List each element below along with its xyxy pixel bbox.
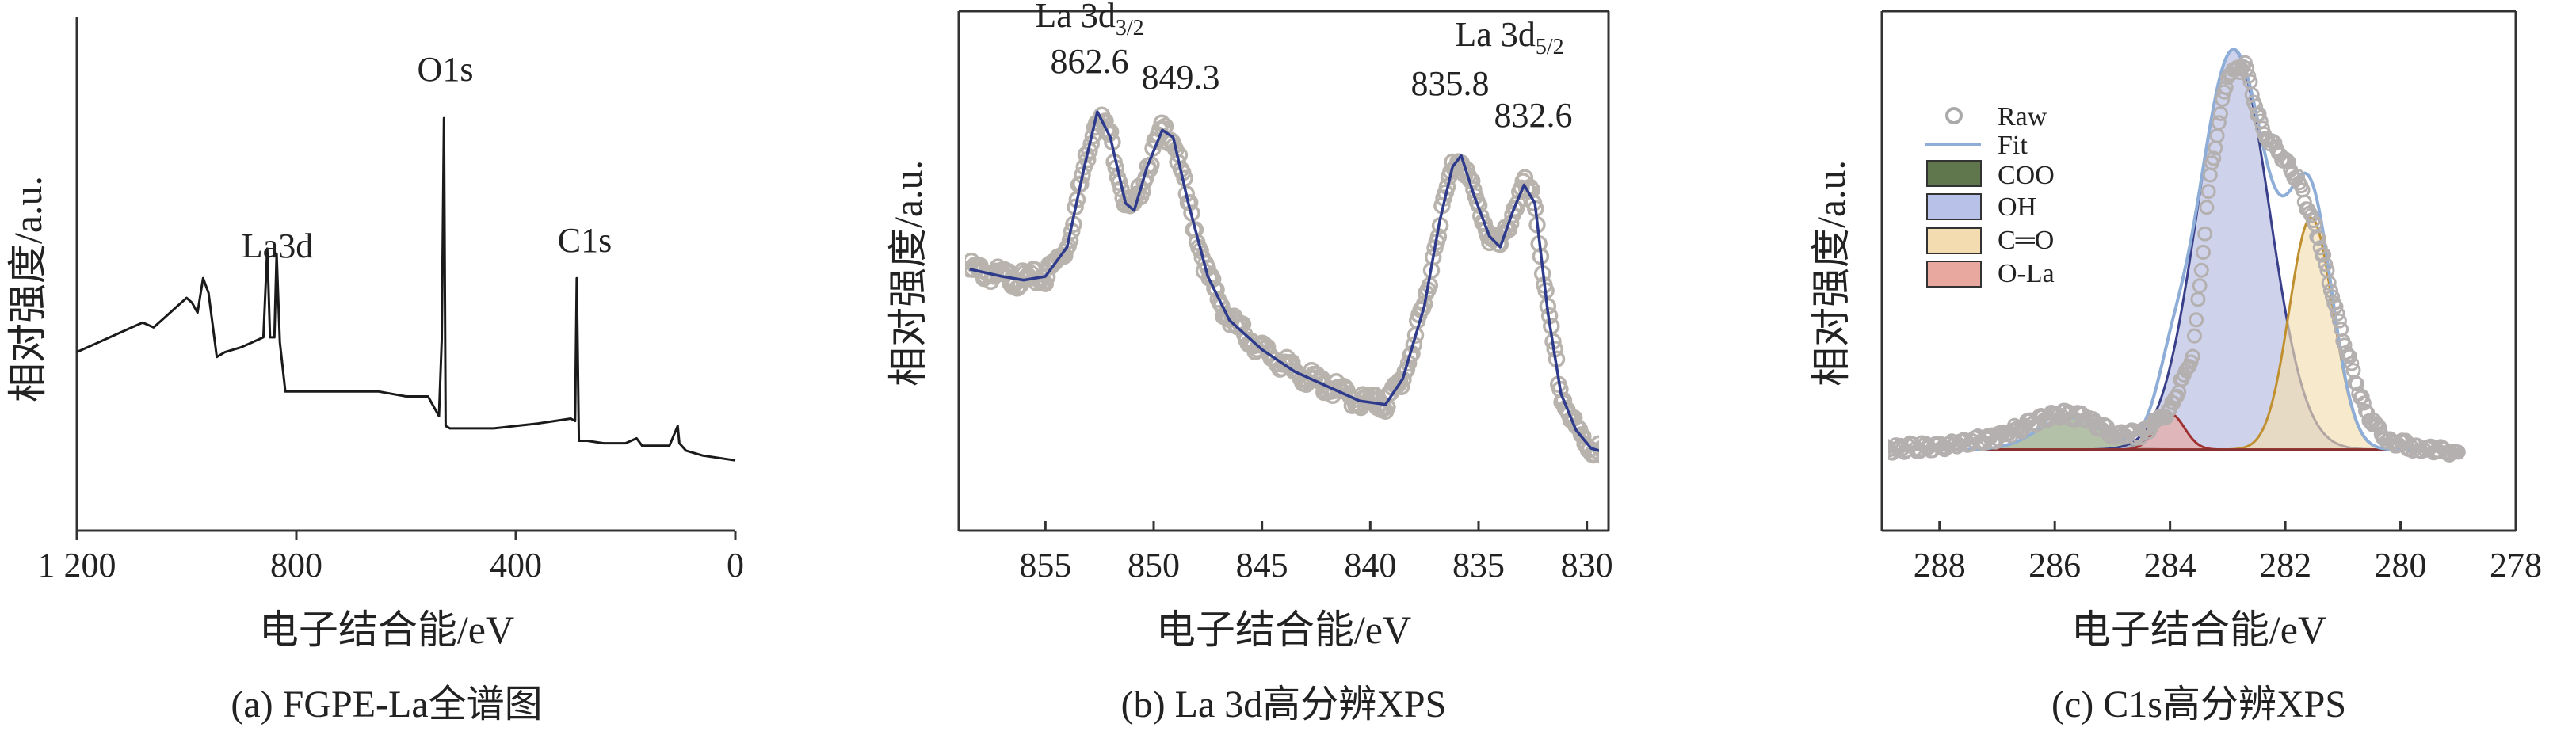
raw-point-c <box>2248 98 2264 114</box>
raw-point-c <box>2349 376 2364 392</box>
raw-point-c <box>2189 312 2204 328</box>
raw-point-c <box>2290 168 2305 184</box>
raw-point-c <box>2211 115 2227 131</box>
a-xtick-label: 800 <box>270 546 322 585</box>
annotation-la3d32: La 3d3/2 <box>1035 0 1143 40</box>
b-xtick-label: 830 <box>1561 546 1613 585</box>
panel-b: 855 850 845 840 835 830 La 3d3/2 862.6 849.3 … <box>886 0 1613 725</box>
legend-c: Raw Fit COO OH C═O O-La <box>1925 102 2055 288</box>
a-xtick-label: 0 <box>727 546 744 585</box>
b-xtick-label: 855 <box>1019 546 1071 585</box>
legend-co-swatch <box>1926 227 1982 254</box>
raw-point-c <box>2321 275 2337 291</box>
legend-raw-marker <box>1945 107 1963 124</box>
b-xtick-label: 835 <box>1452 546 1505 585</box>
raw-point-c <box>2318 257 2334 272</box>
legend-fit-label: Fit <box>1998 131 2028 160</box>
raw-point-c <box>2199 200 2215 215</box>
raw-point-c <box>2158 409 2174 425</box>
raw-point-c <box>2206 150 2222 166</box>
raw-point-c <box>2328 299 2344 314</box>
a-xtick-label: 400 <box>490 546 542 585</box>
fit-line-c <box>1888 48 2459 451</box>
raw-point-c <box>2316 247 2332 263</box>
raw-point-c <box>2193 262 2209 278</box>
raw-point-c <box>2213 105 2228 121</box>
raw-point-c <box>2330 306 2345 322</box>
raw-point-c <box>2325 289 2341 305</box>
annotation-o1s: O1s <box>418 50 474 89</box>
raw-point-c <box>2192 278 2208 294</box>
raw-point-c <box>2331 313 2347 329</box>
ylabel-a: 相对强度/a.u. <box>6 176 50 402</box>
legend-oh-swatch <box>1926 193 1982 220</box>
raw-point-c <box>2356 395 2372 411</box>
annotation-835-8: 835.8 <box>1411 64 1490 103</box>
legend-coo-swatch <box>1926 160 1982 187</box>
raw-point-c <box>2312 240 2328 256</box>
raw-point-c <box>2450 444 2466 460</box>
raw-point-c <box>2196 245 2211 260</box>
xlabel-a: 电子结合能/eV <box>259 607 514 652</box>
annotation-la3d: La3d <box>242 227 313 265</box>
xlabel-b: 电子结合能/eV <box>1156 607 1411 652</box>
raw-point-c <box>2197 226 2213 242</box>
legend-ola-label: O-La <box>1998 259 2055 288</box>
raw-point-c <box>1888 442 1891 455</box>
legend-ola-swatch <box>1926 261 1982 288</box>
raw-point-c <box>2344 356 2360 371</box>
raw-point-c <box>2311 230 2326 246</box>
b-xtick-label: 845 <box>1236 546 1288 585</box>
raw-point-c <box>2342 348 2358 364</box>
caption-c: (c) C1s高分辨XPS <box>2051 684 2346 725</box>
ylabel-c: 相对强度/a.u. <box>1809 160 1853 387</box>
raw-point-c <box>2251 106 2267 122</box>
raw-point-c <box>2361 413 2377 428</box>
b-xtick-label: 840 <box>1344 546 1396 585</box>
raw-point-c <box>2279 153 2295 168</box>
c-xtick-label: 282 <box>2259 546 2311 585</box>
spectrum-a-line <box>76 116 736 462</box>
raw-point-c <box>2340 347 2356 363</box>
raw-point-c <box>2200 184 2216 200</box>
c-xtick-label: 280 <box>2375 546 2427 585</box>
annotation-862-6: 862.6 <box>1051 42 1129 81</box>
c-xtick-label: 286 <box>2028 546 2081 585</box>
b-xtick-label: 850 <box>1128 546 1180 585</box>
annotation-la3d52: La 3d5/2 <box>1455 15 1563 59</box>
legend-oh-label: OH <box>1998 192 2036 222</box>
raw-point-b <box>1402 347 1419 364</box>
raw-point-c <box>2187 328 2202 344</box>
ylabel-b: 相对强度/a.u. <box>886 160 930 387</box>
legend-raw-label: Raw <box>1998 102 2047 131</box>
raw-point-b <box>1491 235 1509 253</box>
annotation-832-6: 832.6 <box>1494 96 1573 135</box>
raw-points-b <box>965 106 1599 464</box>
caption-b: (b) La 3d高分辨XPS <box>1121 684 1447 725</box>
annotation-c1s: C1s <box>558 221 612 260</box>
raw-point-b <box>1509 194 1527 212</box>
caption-a: (a) FGPE-La全谱图 <box>231 684 542 725</box>
fit-line-b <box>969 110 1599 452</box>
xlabel-c: 电子结合能/eV <box>2071 607 2326 652</box>
raw-point-b <box>1072 175 1090 192</box>
legend-co-label: C═O <box>1998 226 2054 255</box>
raw-point-c <box>2185 348 2200 364</box>
raw-point-b <box>1555 391 1573 409</box>
c-xtick-label: 278 <box>2490 546 2542 585</box>
raw-point-c <box>2354 389 2370 405</box>
c-xtick-label: 284 <box>2144 546 2196 585</box>
annotation-849-3: 849.3 <box>1142 58 1220 97</box>
panel-c: 288 286 284 282 280 278 Raw Fit COO OH C═O O-… <box>1809 10 2542 725</box>
a-xtick-label: 1 200 <box>38 546 116 585</box>
raw-point-b <box>1595 441 1599 455</box>
c-xtick-label: 288 <box>1914 546 1966 585</box>
legend-coo-label: COO <box>1998 161 2055 190</box>
raw-points-c <box>1888 55 2466 463</box>
panel-a: 1 200 800 400 0 La3d O1s C1s 相对强度/a.u. 电子结合… <box>6 17 744 725</box>
raw-point-c <box>2239 60 2255 76</box>
